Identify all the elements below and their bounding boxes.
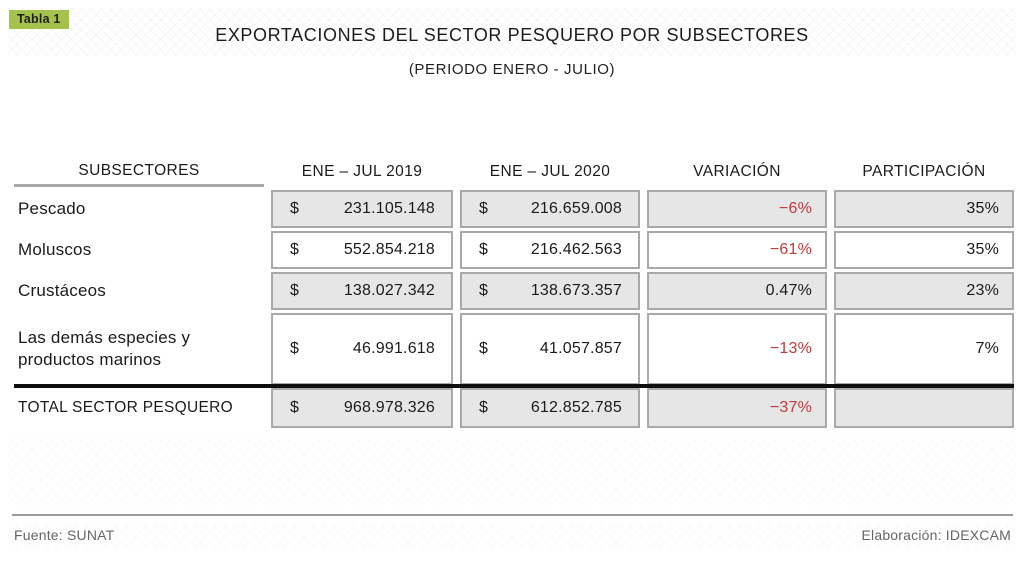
currency-symbol: $ <box>479 241 488 258</box>
currency-symbol: $ <box>290 282 299 299</box>
value-2020: 216.462.563 <box>530 241 622 258</box>
value-2020: 216.659.008 <box>530 200 622 217</box>
total-value-2020-cell: $ 612.852.785 <box>460 388 640 428</box>
currency-symbol: $ <box>290 399 299 416</box>
variation-cell: −13% <box>647 313 827 385</box>
total-value-2020: 612.852.785 <box>530 399 622 416</box>
value-2019: 138.027.342 <box>343 282 435 299</box>
footer-source: Fuente: SUNAT <box>14 527 115 543</box>
value-2020-cell: $ 41.057.857 <box>460 313 640 385</box>
total-row-label: TOTAL SECTOR PESQUERO <box>18 398 234 416</box>
total-value-2019-cell: $ 968.978.326 <box>271 388 453 428</box>
value-2020: 41.057.857 <box>539 340 622 357</box>
total-separator-line <box>14 384 1014 388</box>
total-value-2019: 968.978.326 <box>343 399 435 416</box>
total-variation-value: −37% <box>769 399 812 416</box>
participation-value: 7% <box>975 340 999 357</box>
background-texture-middle <box>8 438 1016 506</box>
column-header-variation: VARIACIÓN <box>693 163 781 180</box>
value-2020-cell: $ 138.673.357 <box>460 272 640 310</box>
value-2019-cell: $ 46.991.618 <box>271 313 453 385</box>
footer-divider-line <box>12 514 1013 516</box>
participation-value: 35% <box>966 241 999 258</box>
participation-cell: 7% <box>834 313 1014 385</box>
total-participation-cell <box>834 388 1014 428</box>
value-2019: 231.105.148 <box>343 200 435 217</box>
page-title: EXPORTACIONES DEL SECTOR PESQUERO POR SU… <box>215 25 809 45</box>
currency-symbol: $ <box>479 340 488 357</box>
participation-cell: 35% <box>834 231 1014 269</box>
value-2020-cell: $ 216.659.008 <box>460 190 640 228</box>
column-header-participation: PARTICIPACIÓN <box>862 163 986 180</box>
currency-symbol: $ <box>479 399 488 416</box>
variation-value: −13% <box>769 340 812 357</box>
row-label: Moluscos <box>18 239 92 259</box>
participation-value: 35% <box>966 200 999 217</box>
exports-table: SUBSECTORES ENE – JUL 2019 ENE – JUL 202… <box>14 157 1014 428</box>
participation-cell: 35% <box>834 190 1014 228</box>
currency-symbol: $ <box>290 200 299 217</box>
page-subtitle: (PERIODO ENERO - JULIO) <box>408 61 616 78</box>
footer-elaboration: Elaboración: IDEXCAM <box>861 527 1011 543</box>
variation-cell: 0.47% <box>647 272 827 310</box>
participation-cell: 23% <box>834 272 1014 310</box>
value-2019-cell: $ 138.027.342 <box>271 272 453 310</box>
column-header-period-2020: ENE – JUL 2020 <box>489 163 611 180</box>
row-label: Pescado <box>18 198 86 218</box>
variation-value: −6% <box>778 200 812 217</box>
table-number-badge: Tabla 1 <box>9 10 69 29</box>
column-header-period-2019: ENE – JUL 2019 <box>301 163 423 180</box>
column-header-subsectors: SUBSECTORES <box>14 157 264 187</box>
value-2020: 138.673.357 <box>530 282 622 299</box>
currency-symbol: $ <box>479 200 488 217</box>
participation-value: 23% <box>966 282 999 299</box>
variation-value: −61% <box>769 241 812 258</box>
variation-cell: −6% <box>647 190 827 228</box>
variation-value: 0.47% <box>765 282 812 299</box>
currency-symbol: $ <box>290 340 299 357</box>
currency-symbol: $ <box>479 282 488 299</box>
value-2019: 552.854.218 <box>343 241 435 258</box>
value-2019: 46.991.618 <box>352 340 435 357</box>
value-2020-cell: $ 216.462.563 <box>460 231 640 269</box>
variation-cell: −61% <box>647 231 827 269</box>
value-2019-cell: $ 231.105.148 <box>271 190 453 228</box>
currency-symbol: $ <box>290 241 299 258</box>
row-label: Crustáceos <box>18 280 106 300</box>
row-label: Las demás especies y productos marinos <box>18 327 191 369</box>
total-variation-cell: −37% <box>647 388 827 428</box>
value-2019-cell: $ 552.854.218 <box>271 231 453 269</box>
